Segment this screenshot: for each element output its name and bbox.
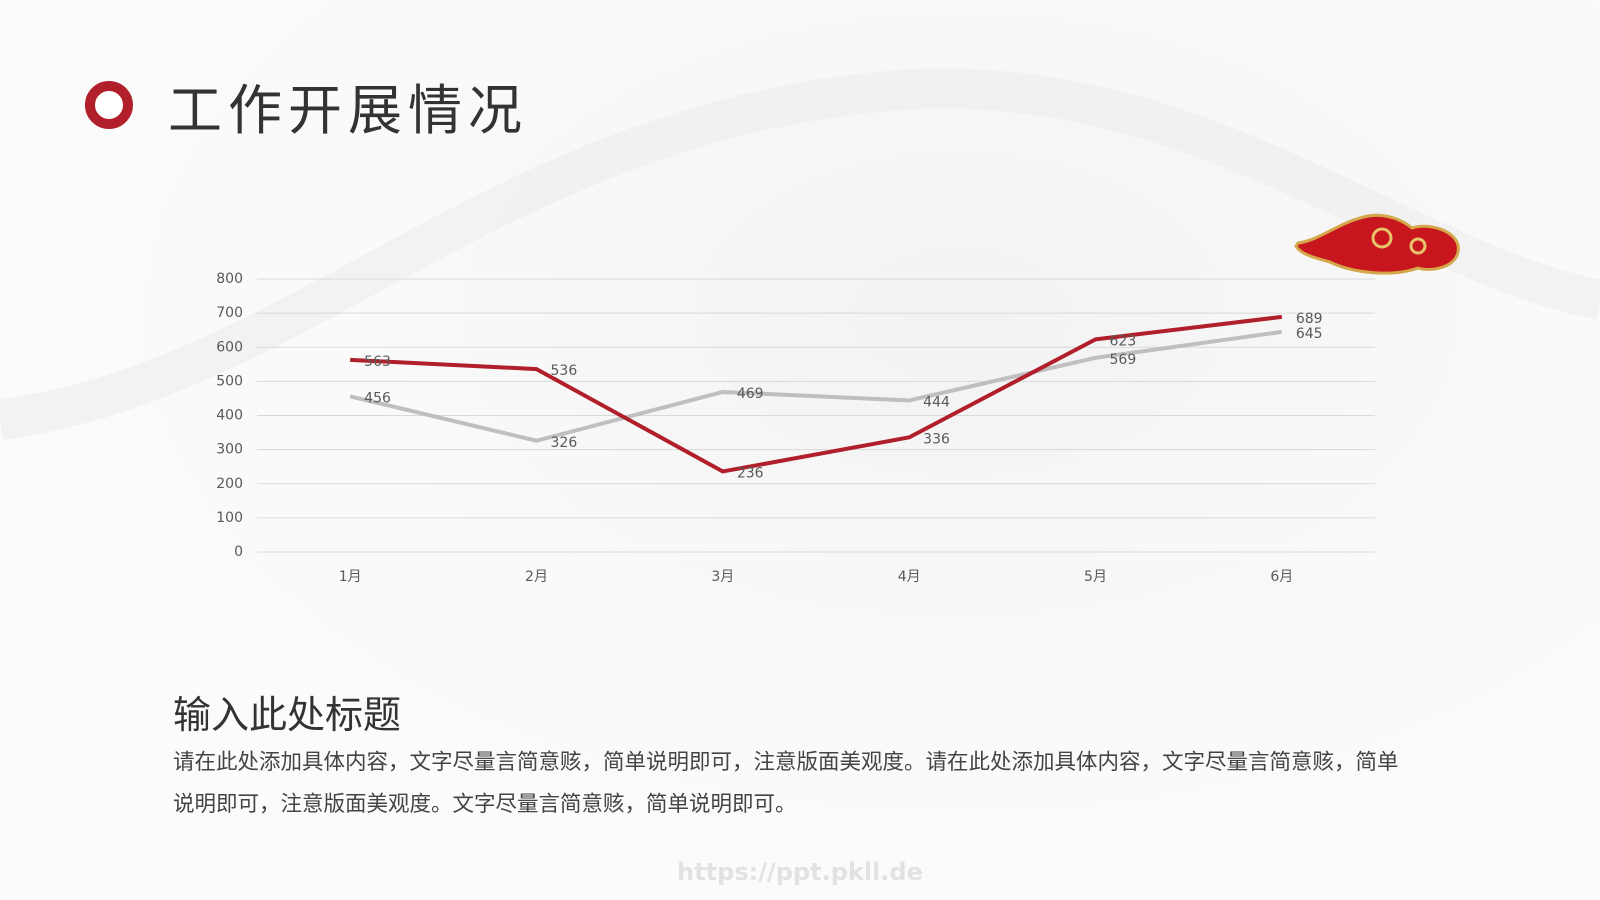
data-label: 444 — [923, 394, 950, 410]
data-label: 645 — [1296, 326, 1323, 342]
data-label: 456 — [364, 390, 391, 406]
watermark: https://ppt.pkll.de — [677, 858, 923, 886]
data-label: 623 — [1110, 333, 1137, 349]
section-heading: 输入此处标题 — [173, 693, 402, 737]
data-label: 569 — [1110, 352, 1137, 368]
data-label: 336 — [923, 431, 950, 447]
y-tick-label: 600 — [216, 339, 243, 355]
y-tick-label: 800 — [216, 271, 243, 287]
x-tick-label: 3月 — [711, 569, 734, 585]
data-label: 236 — [737, 465, 764, 481]
data-label: 326 — [551, 435, 578, 451]
y-tick-label: 200 — [216, 476, 243, 492]
x-tick-label: 6月 — [1270, 569, 1293, 585]
y-tick-label: 300 — [216, 442, 243, 458]
y-tick-label: 0 — [234, 544, 243, 560]
data-label: 689 — [1296, 311, 1323, 327]
x-tick-label: 4月 — [898, 569, 921, 585]
y-tick-label: 100 — [216, 510, 243, 526]
x-tick-label: 1月 — [339, 569, 362, 585]
x-tick-label: 2月 — [525, 569, 548, 585]
series-line — [349, 329, 1283, 443]
section-body: 请在此处添加具体内容，文字尽量言简意赅，简单说明即可，注意版面美观度。请在此处添… — [173, 750, 1399, 817]
y-tick-label: 400 — [216, 408, 243, 424]
y-tick-label: 500 — [216, 373, 243, 389]
title-icon — [85, 81, 133, 129]
slide-title: 工作开展情况 — [168, 79, 528, 142]
y-tick-label: 700 — [216, 305, 243, 321]
data-label: 563 — [364, 354, 391, 370]
data-label: 536 — [551, 363, 578, 379]
cloud-decoration — [1294, 213, 1460, 275]
series-line — [350, 314, 1283, 474]
x-tick-label: 5月 — [1084, 569, 1107, 585]
data-label: 469 — [737, 386, 764, 402]
